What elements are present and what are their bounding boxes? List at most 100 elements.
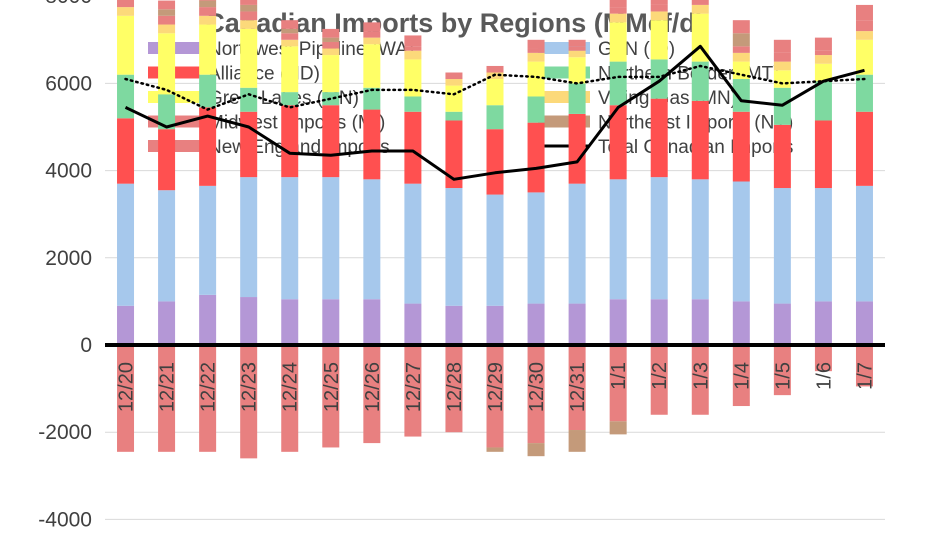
bar-gtn-id xyxy=(527,192,545,304)
bar-viking-gas-mn xyxy=(199,15,217,25)
bar-northern-border-mt xyxy=(814,81,832,121)
bar-gtn-id xyxy=(486,194,504,306)
x-tick-label: 12/24 xyxy=(280,362,302,412)
y-tick-label: 0 xyxy=(80,334,92,357)
bar-gtn-id xyxy=(855,185,873,302)
bar-negative-northeast-imports-ny xyxy=(568,430,586,452)
bar-alliance-nd xyxy=(609,105,627,180)
bar-viking-gas-mn xyxy=(691,4,709,14)
bar-alliance-nd xyxy=(363,109,381,180)
bar-northwest-pipeline-wa xyxy=(732,301,750,345)
bar-new-england-imports xyxy=(199,0,217,1)
bar-new-england-imports xyxy=(527,39,545,49)
bar-alliance-nd xyxy=(199,107,217,186)
bar-new-england-imports xyxy=(855,4,873,21)
bar-northern-border-mt xyxy=(240,87,258,112)
bar-midwest-imports-mi xyxy=(240,11,258,21)
bar-new-england-imports xyxy=(322,28,340,38)
bar-new-england-imports xyxy=(568,39,586,47)
bar-northeast-imports-ny xyxy=(199,0,217,8)
bar-alliance-nd xyxy=(486,129,504,195)
bar-alliance-nd xyxy=(445,120,463,189)
x-tick-label: 1/4 xyxy=(731,362,753,390)
bar-viking-gas-mn xyxy=(158,24,176,34)
y-axis-ticks: 120001000080006000400020000-2000-4000 xyxy=(38,0,92,531)
bar-viking-gas-mn xyxy=(117,7,135,16)
bar-northern-border-mt xyxy=(650,59,668,99)
bar-gtn-id xyxy=(281,177,299,300)
bar-northwest-pipeline-wa xyxy=(117,305,135,345)
bar-great-lakes-mn xyxy=(199,24,217,75)
bar-alliance-nd xyxy=(322,105,340,178)
bar-viking-gas-mn xyxy=(527,52,545,62)
bar-gtn-id xyxy=(445,188,463,306)
bar-northern-border-mt xyxy=(486,105,504,130)
bar-midwest-imports-mi xyxy=(855,20,873,32)
bar-viking-gas-mn xyxy=(855,31,873,40)
y-tick-label: 4000 xyxy=(45,160,92,183)
y-tick-label: 6000 xyxy=(45,72,92,95)
bar-northern-border-mt xyxy=(199,74,217,108)
bar-negative-midwest-imports-mi xyxy=(527,345,545,444)
x-tick-label: 12/28 xyxy=(444,362,466,412)
bar-northwest-pipeline-wa xyxy=(240,297,258,345)
bar-midwest-imports-mi xyxy=(814,50,832,56)
total-canadian-imports-line xyxy=(124,44,865,181)
x-tick-label: 1/2 xyxy=(649,362,671,390)
bar-midwest-imports-mi xyxy=(199,7,217,16)
y-tick-label: -2000 xyxy=(38,421,92,444)
bar-northwest-pipeline-wa xyxy=(568,303,586,345)
bar-midwest-imports-mi xyxy=(650,4,668,12)
bar-negative-midwest-imports-mi xyxy=(691,345,709,415)
bar-gtn-id xyxy=(363,179,381,300)
bar-midwest-imports-mi xyxy=(609,7,627,14)
bar-alliance-nd xyxy=(527,122,545,193)
bar-gtn-id xyxy=(117,183,135,306)
bar-northern-border-mt xyxy=(691,61,709,101)
bar-negative-midwest-imports-mi xyxy=(158,345,176,452)
legend-label: Northwest Pipeline (WA) xyxy=(208,39,414,60)
bar-alliance-nd xyxy=(240,111,258,178)
bar-northwest-pipeline-wa xyxy=(609,299,627,345)
bar-new-england-imports xyxy=(814,37,832,51)
x-tick-label: 12/22 xyxy=(198,362,220,412)
bar-viking-gas-mn xyxy=(650,11,668,21)
bar-northern-border-mt xyxy=(732,79,750,112)
bar-northeast-imports-ny xyxy=(322,37,340,42)
bar-northern-border-mt xyxy=(609,61,627,106)
bar-negative-midwest-imports-mi xyxy=(240,345,258,459)
bar-viking-gas-mn xyxy=(773,61,791,71)
bar-negative-midwest-imports-mi xyxy=(363,345,381,444)
bar-alliance-nd xyxy=(404,111,422,184)
bar-viking-gas-mn xyxy=(404,50,422,60)
bar-gtn-id xyxy=(158,190,176,302)
bar-negative-midwest-imports-mi xyxy=(650,345,668,415)
bar-northern-border-mt xyxy=(117,74,135,119)
bar-great-lakes-mn xyxy=(281,46,299,93)
bar-alliance-nd xyxy=(855,111,873,186)
x-tick-label: 12/27 xyxy=(403,362,425,412)
y-tick-label: 2000 xyxy=(45,247,92,270)
bar-northwest-pipeline-wa xyxy=(486,305,504,345)
x-tick-label: 12/26 xyxy=(362,362,384,412)
bar-great-lakes-mn xyxy=(404,59,422,97)
x-tick-label: 12/25 xyxy=(321,362,343,412)
bar-negative-northeast-imports-ny xyxy=(527,443,545,457)
bar-northwest-pipeline-wa xyxy=(404,303,422,345)
bar-negative-midwest-imports-mi xyxy=(486,345,504,448)
bar-northern-border-mt xyxy=(855,74,873,112)
bar-great-lakes-mn xyxy=(158,33,176,95)
bar-new-england-imports xyxy=(486,65,504,73)
bar-northern-border-mt xyxy=(158,94,176,130)
bar-gtn-id xyxy=(814,188,832,302)
bar-midwest-imports-mi xyxy=(773,52,791,62)
bar-northwest-pipeline-wa xyxy=(527,303,545,345)
bar-viking-gas-mn xyxy=(363,37,381,45)
bar-alliance-nd xyxy=(773,124,791,189)
bar-negative-northeast-imports-ny xyxy=(609,421,627,435)
bar-midwest-imports-mi xyxy=(363,31,381,38)
bar-gtn-id xyxy=(650,177,668,300)
bar-alliance-nd xyxy=(117,118,135,184)
bar-alliance-nd xyxy=(158,129,176,191)
bar-negative-northeast-imports-ny xyxy=(486,447,504,452)
